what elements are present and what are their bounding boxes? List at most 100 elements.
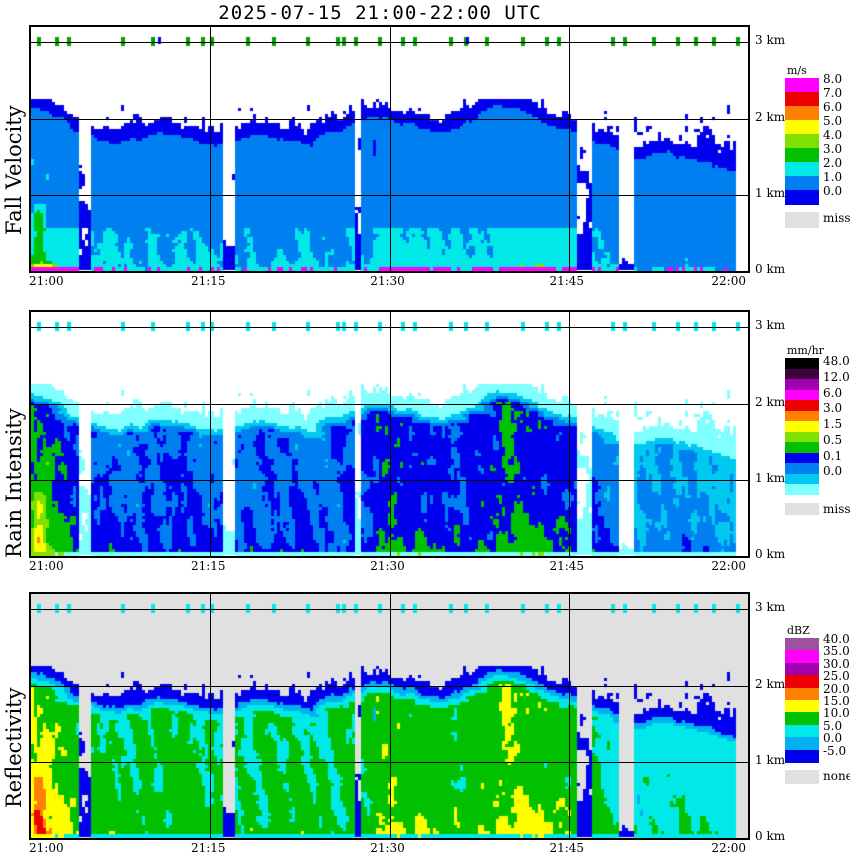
colorbar-missing-label: miss bbox=[823, 211, 850, 225]
colorbar-swatch bbox=[785, 662, 819, 676]
panel-label-fall-velocity: Fall Velocity bbox=[2, 105, 26, 235]
y-axis-tick-label: 0 km bbox=[755, 829, 786, 843]
colorbar-swatch bbox=[785, 421, 819, 433]
gridline-vertical bbox=[569, 594, 570, 838]
colorbar-tick-label: 4.0 bbox=[823, 128, 843, 142]
colorbar-tick-label: 10.0 bbox=[823, 706, 850, 721]
colorbar-tick-label: 8.0 bbox=[823, 72, 843, 86]
colorbar-swatch bbox=[785, 749, 819, 763]
plot-area-rain-intensity[interactable] bbox=[29, 310, 750, 558]
gridline-vertical bbox=[390, 594, 391, 838]
colorbar-swatch bbox=[785, 176, 819, 191]
x-axis-tick-label: 22:00 bbox=[711, 274, 746, 288]
colorbar-tick-label: 5.0 bbox=[823, 718, 843, 733]
colorbar-swatch bbox=[785, 484, 819, 496]
colorbar-swatch bbox=[785, 379, 819, 391]
x-axis-tick-label: 21:15 bbox=[190, 274, 226, 288]
colorbar-tick-label: 12.0 bbox=[823, 369, 850, 384]
colorbar-tick-label: 0.1 bbox=[823, 448, 843, 463]
y-axis-tick-label: 0 km bbox=[755, 262, 786, 276]
colorbar-swatch bbox=[785, 134, 819, 149]
colorbar-swatch bbox=[785, 389, 819, 401]
gridline-horizontal bbox=[31, 119, 748, 120]
x-axis-tick-label: 21:45 bbox=[549, 841, 585, 855]
panel-rain-intensity: Rain Intensity 0 km 1 km 2 km 3 km 21:00 21:1… bbox=[0, 288, 850, 588]
gridline-horizontal bbox=[31, 195, 748, 196]
gridline-vertical bbox=[569, 27, 570, 271]
gridline-horizontal bbox=[31, 42, 748, 43]
colorbar-tick-label: 3.0 bbox=[823, 401, 843, 416]
gridline-horizontal bbox=[31, 686, 748, 687]
panel-label-rain-intensity: Rain Intensity bbox=[2, 408, 26, 558]
x-axis-tick-label: 21:15 bbox=[190, 841, 226, 855]
colorbar-swatch bbox=[785, 463, 819, 475]
x-axis-tick-label: 22:00 bbox=[711, 841, 746, 855]
y-axis-tick-label: 2 km bbox=[755, 109, 786, 124]
colorbar-tick-label: 25.0 bbox=[823, 669, 850, 684]
colorbar-missing-label: none bbox=[823, 769, 850, 783]
colorbar-tick-label: 35.0 bbox=[823, 644, 850, 659]
colorbar-tick-label: 0.0 bbox=[823, 464, 843, 479]
gridline-vertical bbox=[210, 594, 211, 838]
colorbar-tick-label: 6.0 bbox=[823, 100, 843, 114]
colorbar-tick-label: 2.0 bbox=[823, 156, 843, 170]
colorbar-missing-swatch bbox=[785, 502, 819, 515]
colorbar-swatch bbox=[785, 712, 819, 726]
y-axis-tick-label: 1 km bbox=[755, 470, 786, 485]
colorbar-swatch bbox=[785, 737, 819, 751]
gridline-vertical bbox=[210, 312, 211, 556]
colorbar-unit-label: mm/hr bbox=[787, 344, 824, 357]
colorbar-tick-label: 1.5 bbox=[823, 417, 843, 431]
colorbar-swatch bbox=[785, 78, 819, 93]
colorbar-tick-label: 15.0 bbox=[823, 694, 850, 708]
y-axis-tick-label: 3 km bbox=[755, 318, 786, 333]
colorbar-swatch bbox=[785, 368, 819, 380]
y-axis-tick-label: 2 km bbox=[755, 676, 786, 691]
colorbar-missing-swatch bbox=[785, 212, 819, 228]
x-axis-tick-label: 21:15 bbox=[190, 559, 226, 573]
colorbar-swatch bbox=[785, 106, 819, 121]
x-axis-tick-label: 21:30 bbox=[370, 841, 405, 855]
gridline-vertical bbox=[390, 312, 391, 556]
colorbar-swatch bbox=[785, 190, 819, 205]
panel-reflectivity: Reflectivity 0 km 1 km 2 km 3 km 21:00 21:15 2… bbox=[0, 570, 850, 868]
gridline-vertical bbox=[210, 27, 211, 271]
plot-area-reflectivity[interactable] bbox=[29, 592, 750, 840]
colorbar-tick-label: 3.0 bbox=[823, 142, 843, 156]
colorbar-swatch bbox=[785, 473, 819, 485]
colorbar-swatch bbox=[785, 687, 819, 701]
colorbar-tick-label: 30.0 bbox=[823, 656, 850, 671]
page-title: 2025-07-15 21:00-22:00 UTC bbox=[218, 2, 542, 24]
y-axis-tick-label: 3 km bbox=[755, 600, 786, 615]
colorbar-unit-label: dBZ bbox=[787, 624, 810, 637]
colorbar-missing-label: miss bbox=[823, 501, 850, 516]
colorbar-swatch bbox=[785, 638, 819, 651]
colorbar-tick-label: 0.0 bbox=[823, 184, 843, 198]
y-axis-tick-label: 1 km bbox=[755, 752, 786, 767]
colorbar-tick-label: 1.0 bbox=[823, 170, 843, 184]
plot-area-fall-velocity[interactable] bbox=[29, 25, 750, 273]
colorbar-swatch bbox=[785, 442, 819, 454]
panel-label-reflectivity: Reflectivity bbox=[2, 687, 26, 808]
colorbar-swatch bbox=[785, 162, 819, 177]
colorbar-swatch bbox=[785, 358, 819, 370]
gridline-horizontal bbox=[31, 404, 748, 405]
y-axis-tick-label: 0 km bbox=[755, 547, 786, 561]
gridline-horizontal bbox=[31, 609, 748, 610]
gridline-vertical bbox=[390, 27, 391, 271]
colorbar-tick-label: 5.0 bbox=[823, 114, 843, 128]
colorbar-swatch bbox=[785, 700, 819, 713]
colorbar-tick-label: 7.0 bbox=[823, 86, 843, 100]
colorbar-swatch bbox=[785, 431, 819, 443]
gridline-horizontal bbox=[31, 480, 748, 481]
x-axis-tick-label: 21:00 bbox=[29, 841, 64, 855]
colorbar-tick-label: -5.0 bbox=[823, 743, 847, 758]
colorbar-tick-label: 6.0 bbox=[823, 385, 843, 400]
y-axis-tick-label: 3 km bbox=[755, 33, 786, 48]
colorbar-swatch bbox=[785, 724, 819, 738]
panel-fall-velocity: Fall Velocity 0 km 1 km 2 km 3 km 21:00 21:15… bbox=[0, 0, 850, 300]
colorbar-tick-label: 0.0 bbox=[823, 731, 843, 746]
x-axis-tick-label: 21:00 bbox=[29, 274, 64, 288]
colorbar-tick-label: 0.5 bbox=[823, 432, 843, 447]
